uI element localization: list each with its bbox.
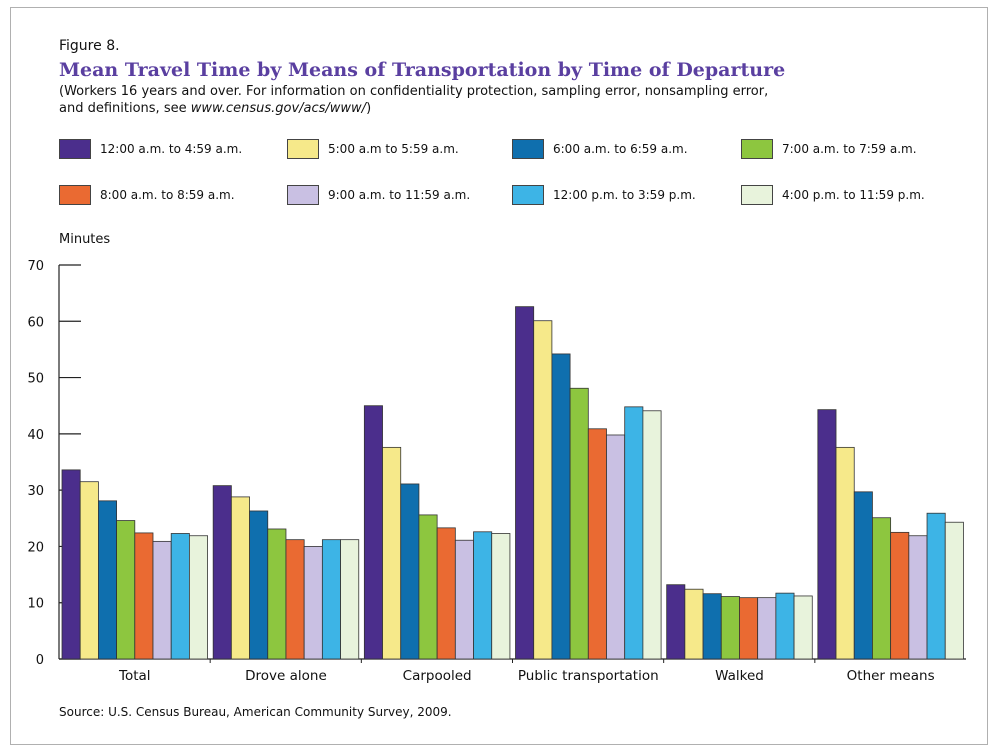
y-tick-label: 40	[27, 428, 44, 443]
bar	[61, 469, 81, 660]
bar	[170, 533, 190, 660]
bar	[890, 531, 910, 660]
bar	[303, 546, 323, 660]
bar	[454, 539, 474, 660]
y-tick-label: 50	[27, 372, 44, 387]
x-tick-label: Other means	[847, 668, 935, 684]
bar	[569, 387, 589, 660]
legend-swatch	[287, 185, 319, 205]
x-tick-label: Drove alone	[245, 668, 327, 684]
bar	[382, 446, 402, 660]
legend-label: 12:00 a.m. to 4:59 a.m.	[100, 142, 243, 156]
y-tick-label: 20	[27, 540, 44, 555]
bar	[606, 434, 626, 660]
bar	[418, 514, 438, 660]
bar	[684, 588, 704, 660]
figure-label: Figure 8.	[59, 38, 120, 54]
chart-title: Mean Travel Time by Means of Transportat…	[59, 59, 786, 81]
legend-swatch	[287, 139, 319, 159]
bar	[340, 539, 360, 660]
bar	[249, 510, 269, 660]
bar	[363, 405, 383, 660]
legend-swatch	[59, 185, 91, 205]
bar	[79, 481, 99, 660]
bar	[944, 521, 964, 660]
bar	[757, 597, 777, 660]
y-tick-label: 30	[27, 484, 44, 499]
legend-swatch	[741, 139, 773, 159]
bar	[793, 595, 813, 660]
x-tick-label: Public transportation	[518, 668, 659, 684]
bar	[702, 593, 722, 660]
subtitle-line2-suffix: )	[366, 101, 372, 116]
x-tick-label: Carpooled	[403, 668, 472, 684]
y-tick-label: 10	[27, 597, 44, 612]
bar	[515, 306, 535, 660]
legend-label: 9:00 a.m. to 11:59 a.m.	[328, 188, 471, 202]
x-tick-label: Total	[118, 668, 151, 684]
bar	[436, 527, 456, 660]
bar	[152, 540, 172, 660]
legend-label: 5:00 a.m to 5:59 a.m.	[328, 142, 459, 156]
bar	[775, 592, 795, 660]
bar	[853, 491, 873, 660]
bar	[134, 532, 154, 660]
y-tick-label: 70	[27, 259, 44, 274]
bar	[908, 535, 928, 660]
bar	[98, 500, 118, 660]
legend-swatch	[741, 185, 773, 205]
bar	[720, 596, 740, 660]
bar	[739, 597, 759, 660]
bar	[285, 539, 305, 660]
bar	[642, 410, 662, 660]
legend-label: 8:00 a.m. to 8:59 a.m.	[100, 188, 235, 202]
bar	[116, 520, 136, 660]
bar	[212, 485, 232, 660]
bar	[587, 428, 607, 660]
y-axis-label: Minutes	[59, 232, 110, 247]
legend-label: 7:00 a.m. to 7:59 a.m.	[782, 142, 917, 156]
source-note: Source: U.S. Census Bureau, American Com…	[59, 705, 452, 719]
bar	[230, 496, 250, 660]
bar	[551, 353, 571, 660]
bar	[835, 446, 855, 660]
bar	[267, 528, 287, 660]
legend-label: 6:00 a.m. to 6:59 a.m.	[553, 142, 688, 156]
subtitle-line2-prefix: and definitions, see	[59, 101, 191, 116]
y-tick-label: 60	[27, 315, 44, 330]
y-tick-label: 0	[36, 653, 44, 668]
legend-swatch	[59, 139, 91, 159]
x-tick-label: Walked	[715, 668, 764, 684]
bar	[473, 531, 493, 660]
subtitle-url: www.census.gov/acs/www/	[190, 101, 367, 116]
legend-label: 4:00 p.m. to 11:59 p.m.	[782, 188, 925, 202]
bar	[872, 517, 892, 660]
bar	[188, 535, 208, 660]
subtitle-line1: (Workers 16 years and over. For informat…	[59, 84, 769, 99]
bar	[624, 406, 644, 660]
bar	[400, 483, 420, 660]
legend-label: 12:00 p.m. to 3:59 p.m.	[553, 188, 696, 202]
bar	[533, 320, 553, 660]
legend-swatch	[512, 139, 544, 159]
bar	[321, 539, 341, 660]
chart-subtitle: (Workers 16 years and over. For informat…	[59, 83, 919, 117]
bar	[666, 584, 686, 660]
bar	[491, 533, 511, 660]
bar	[926, 512, 946, 660]
legend-swatch	[512, 185, 544, 205]
bar	[817, 409, 837, 660]
